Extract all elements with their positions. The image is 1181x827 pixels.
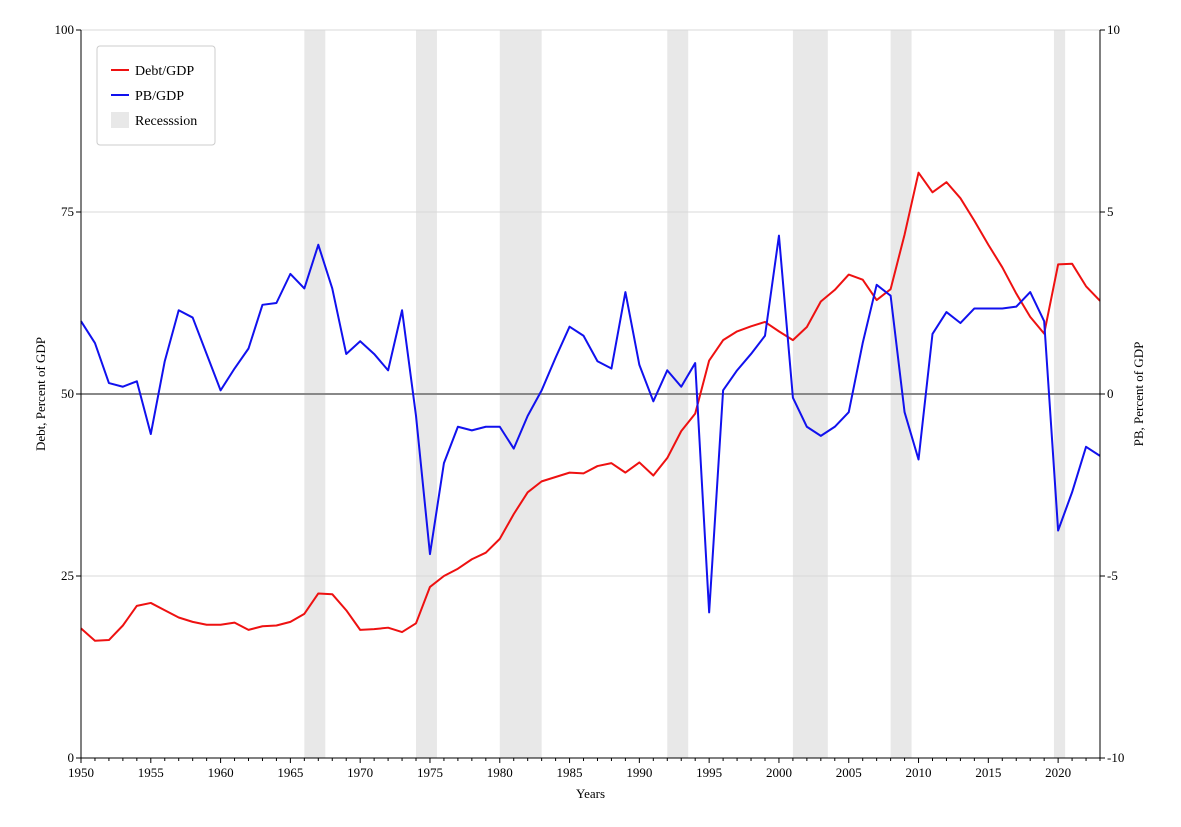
y-right-tick-label: 0 bbox=[1107, 386, 1114, 401]
y-left-tick-label: 25 bbox=[61, 568, 74, 583]
x-tick-label: 2020 bbox=[1045, 765, 1071, 780]
axes: 1950 1955 1960 1965 1970 1975 1980 1985 1990 1995… bbox=[55, 22, 1125, 780]
x-tick-label: 1985 bbox=[557, 765, 583, 780]
y-left-tick-label: 75 bbox=[61, 204, 74, 219]
x-tick-label: 2000 bbox=[766, 765, 792, 780]
y-right-tick-label: 10 bbox=[1107, 22, 1120, 37]
x-tick-label: 1975 bbox=[417, 765, 443, 780]
y-axis-left-title: Debt, Percent of GDP bbox=[33, 337, 48, 451]
legend: Debt/GDP PB/GDP Recesssion bbox=[96, 45, 216, 146]
x-tick-label: 1995 bbox=[696, 765, 722, 780]
y-left-tick-label: 100 bbox=[55, 22, 75, 37]
x-tick-label: 1960 bbox=[208, 765, 234, 780]
plot-area: 1950 1955 1960 1965 1970 1975 1980 1985 1990 1995… bbox=[55, 22, 1125, 780]
legend-swatch-recession bbox=[111, 112, 129, 128]
x-tick-label: 2005 bbox=[836, 765, 862, 780]
legend-label-recession: Recesssion bbox=[135, 114, 197, 129]
x-tick-label: 2015 bbox=[975, 765, 1001, 780]
legend-label-pb: PB/GDP bbox=[135, 89, 184, 104]
y-axis-right-title: PB, Percent of GDP bbox=[1131, 342, 1146, 447]
x-tick-label: 2010 bbox=[906, 765, 932, 780]
x-tick-label: 1950 bbox=[68, 765, 94, 780]
y-right-tick-label: 5 bbox=[1107, 204, 1114, 219]
y-right-tick-label: -5 bbox=[1107, 568, 1118, 583]
x-tick-label: 1955 bbox=[138, 765, 164, 780]
legend-label-debt: Debt/GDP bbox=[135, 64, 194, 79]
pb-gdp-line bbox=[80, 234, 1101, 614]
y-right-tick-label: -10 bbox=[1107, 750, 1124, 765]
series-lines bbox=[80, 171, 1101, 642]
y-left-tick-label: 0 bbox=[68, 750, 75, 765]
y-left-tick-label: 50 bbox=[61, 386, 74, 401]
x-tick-label: 1980 bbox=[487, 765, 513, 780]
gridlines bbox=[81, 29, 1100, 577]
debt-gdp-line bbox=[80, 171, 1101, 642]
x-axis-title: Years bbox=[576, 786, 605, 801]
x-tick-label: 1990 bbox=[626, 765, 652, 780]
x-tick-label: 1970 bbox=[347, 765, 373, 780]
x-tick-label: 1965 bbox=[277, 765, 303, 780]
